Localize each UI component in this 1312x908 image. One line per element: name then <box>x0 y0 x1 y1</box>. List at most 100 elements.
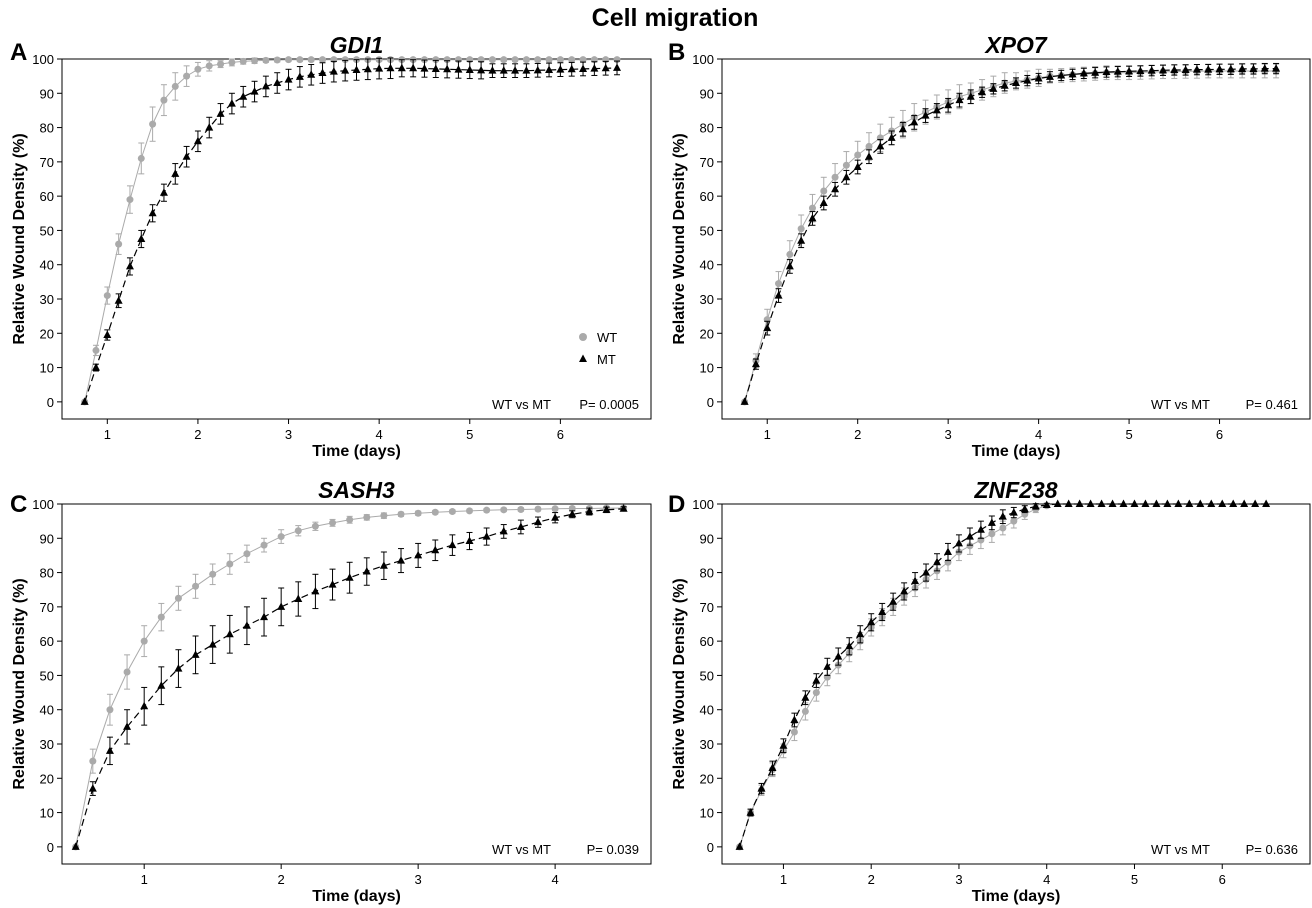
data-point <box>1159 65 1167 74</box>
y-tick-label: 70 <box>700 600 714 615</box>
comparison-label: WT vs MT <box>1151 397 1210 412</box>
y-tick-label: 10 <box>40 361 54 376</box>
p-value-label: P= 0.461 <box>1246 397 1298 412</box>
series-line <box>84 67 618 403</box>
data-point <box>853 162 862 170</box>
data-point <box>568 509 577 518</box>
data-point <box>551 505 559 513</box>
series-line <box>739 503 1267 848</box>
data-point <box>1075 499 1084 507</box>
data-point <box>1057 70 1066 79</box>
data-point <box>1113 67 1122 75</box>
data-point <box>854 151 862 159</box>
data-point <box>966 542 974 550</box>
y-tick-label: 100 <box>692 52 714 67</box>
series-line <box>75 508 624 848</box>
chart-panel-d: D ZNF238 0 10 20 30 40 50 60 70 80 90 100 1 2 3 4 5 6 Time … <box>668 477 1311 905</box>
data-point <box>812 689 820 697</box>
figure-title: Cell migration <box>591 4 759 32</box>
data-point <box>585 507 594 515</box>
data-point <box>277 533 285 541</box>
data-point <box>420 64 429 72</box>
data-point <box>329 519 337 527</box>
data-point <box>887 133 896 141</box>
y-tick-label: 70 <box>40 600 54 615</box>
data-point <box>171 82 179 90</box>
data-point <box>517 505 525 513</box>
data-point <box>533 65 542 74</box>
data-point <box>174 594 182 602</box>
data-point <box>242 621 251 629</box>
data-point <box>193 136 202 145</box>
data-point <box>757 784 766 792</box>
data-point <box>194 65 202 73</box>
data-point <box>1064 499 1073 507</box>
data-point <box>1238 64 1247 72</box>
data-point <box>613 63 622 71</box>
data-point <box>386 63 395 72</box>
y-tick-label: 40 <box>700 703 714 718</box>
data-point <box>137 154 145 162</box>
series-line <box>744 70 1277 403</box>
data-point <box>346 516 354 524</box>
y-tick-label: 50 <box>40 223 54 238</box>
data-point <box>105 746 114 754</box>
data-point <box>89 757 97 765</box>
data-point <box>103 330 112 338</box>
y-tick-label: 20 <box>700 771 714 786</box>
x-tick-label: 1 <box>764 427 771 442</box>
data-point <box>125 261 134 270</box>
y-tick-label: 0 <box>47 840 54 855</box>
data-point <box>856 629 865 638</box>
data-point <box>483 506 491 514</box>
data-point <box>294 527 302 535</box>
data-point <box>831 184 840 193</box>
x-axis-label: Time (days) <box>312 888 401 905</box>
data-point <box>273 56 281 64</box>
data-point <box>955 95 964 104</box>
data-point <box>294 594 303 602</box>
data-point <box>842 161 850 169</box>
data-point <box>808 204 816 212</box>
data-point <box>140 637 148 645</box>
data-point <box>1218 499 1227 507</box>
comparison-label: WT vs MT <box>492 842 551 857</box>
data-point <box>1079 68 1088 77</box>
data-point <box>137 234 146 242</box>
data-point <box>922 568 931 576</box>
data-point <box>1009 508 1018 516</box>
data-point <box>1012 78 1020 86</box>
y-tick-label: 20 <box>40 771 54 786</box>
data-point <box>786 250 794 258</box>
data-point <box>243 550 251 558</box>
data-point <box>1207 499 1216 507</box>
x-tick-label: 5 <box>1125 427 1132 442</box>
chart-title: SASH3 <box>318 477 395 503</box>
data-point <box>568 504 576 512</box>
data-point <box>307 56 315 64</box>
y-tick-label: 30 <box>700 737 714 752</box>
data-point <box>318 68 327 77</box>
data-point <box>1136 66 1145 74</box>
comparison-label: WT vs MT <box>492 397 551 412</box>
data-point <box>295 72 304 80</box>
y-tick-label: 20 <box>700 326 714 341</box>
data-point <box>1192 65 1201 73</box>
plot-frame <box>61 58 652 420</box>
panel-label: D <box>668 491 685 518</box>
data-point <box>878 607 887 615</box>
data-point <box>397 556 406 564</box>
data-point <box>414 509 422 517</box>
data-point <box>1097 499 1106 507</box>
data-point <box>735 842 744 850</box>
data-point <box>71 842 80 850</box>
y-tick-label: 60 <box>40 634 54 649</box>
data-point <box>999 524 1007 532</box>
x-axis-label: Time (days) <box>312 443 401 460</box>
data-point <box>910 117 919 126</box>
data-point <box>465 65 474 73</box>
data-point <box>311 586 320 595</box>
y-tick-label: 50 <box>700 668 714 683</box>
data-point <box>397 63 406 72</box>
data-point <box>1181 65 1190 73</box>
